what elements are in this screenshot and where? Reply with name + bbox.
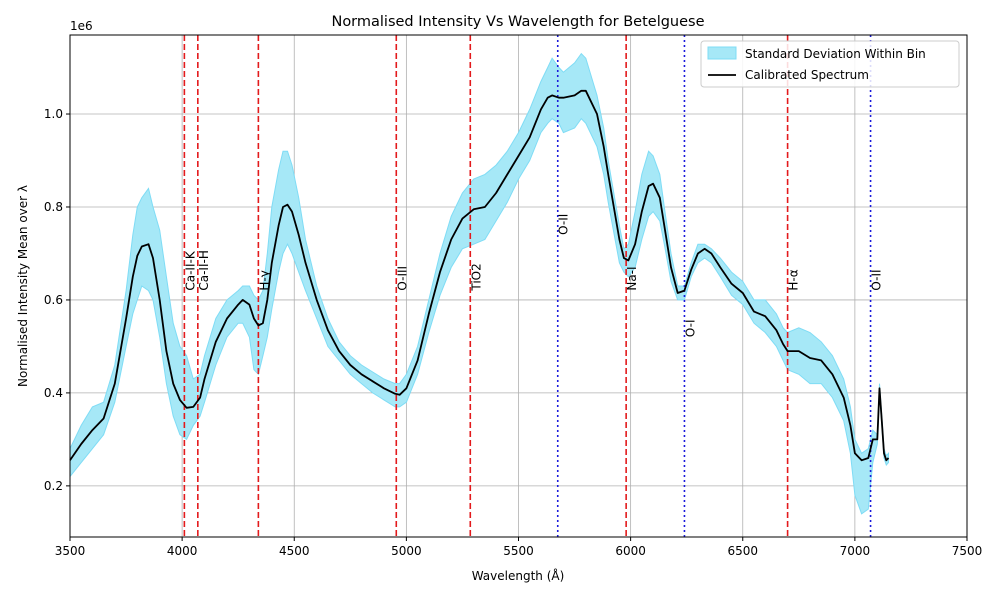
x-tick-label: 6500	[727, 544, 758, 558]
spectral-line-label: Ca-II-H	[197, 250, 211, 291]
y-axis-label: Normalised Intensity Mean over λ	[16, 185, 30, 387]
y-tick-label: 0.6	[44, 293, 63, 307]
spectral-line-label: O-III	[395, 266, 409, 291]
x-tick-label: 3500	[55, 544, 86, 558]
x-tick-label: 6000	[615, 544, 646, 558]
x-tick-label: 7000	[840, 544, 871, 558]
legend-label-band: Standard Deviation Within Bin	[745, 47, 926, 61]
std-band-layer	[69, 52, 889, 515]
spectral-line-label: Ca-II-K	[183, 250, 197, 290]
x-tick-label: 5000	[391, 544, 422, 558]
x-axis-ticks: 3500 4000 4500 5000 5500 6000 6500 7000 7500	[55, 537, 983, 558]
y-tick-label: 1.0	[44, 107, 63, 121]
spectral-line-labels: Ca-II-K Ca-II-H H-γ O-III TiO2 O-II Na-I O-I H-α…	[183, 214, 883, 337]
spectral-line-label: H-γ	[257, 270, 271, 290]
spectral-line-label: O-I	[683, 319, 697, 337]
x-tick-label: 4500	[279, 544, 310, 558]
x-axis-label: Wavelength (Å)	[472, 568, 565, 583]
calibrated-spectrum-line	[69, 89, 890, 462]
legend-label-spectrum: Calibrated Spectrum	[745, 68, 869, 82]
x-tick-label: 5500	[503, 544, 534, 558]
x-tick-label: 7500	[952, 544, 983, 558]
y-axis-ticks: 0.2 0.4 0.6 0.8 1.0	[44, 107, 70, 493]
spectrum-layer	[69, 89, 890, 462]
spectral-line-label: O-II	[870, 269, 884, 290]
chart-title: Normalised Intensity Vs Wavelength for B…	[331, 14, 704, 30]
legend-swatch-band	[707, 46, 737, 60]
spectral-line-label: TiO2	[469, 263, 483, 291]
y-tick-label: 0.2	[44, 479, 63, 493]
legend: Standard Deviation Within Bin Calibrated…	[700, 40, 960, 88]
legend-frame	[700, 40, 960, 88]
std-deviation-band	[69, 52, 889, 515]
spectral-line-label: O-II	[557, 214, 571, 235]
y-axis-offset-label: 1e6	[70, 19, 93, 33]
y-tick-label: 0.4	[44, 386, 63, 400]
spectral-line-markers	[183, 35, 872, 537]
x-tick-label: 4000	[167, 544, 198, 558]
spectral-line-label: Na-I	[625, 266, 639, 290]
spectral-line-label: H-α	[787, 269, 801, 290]
y-tick-label: 0.8	[44, 200, 63, 214]
